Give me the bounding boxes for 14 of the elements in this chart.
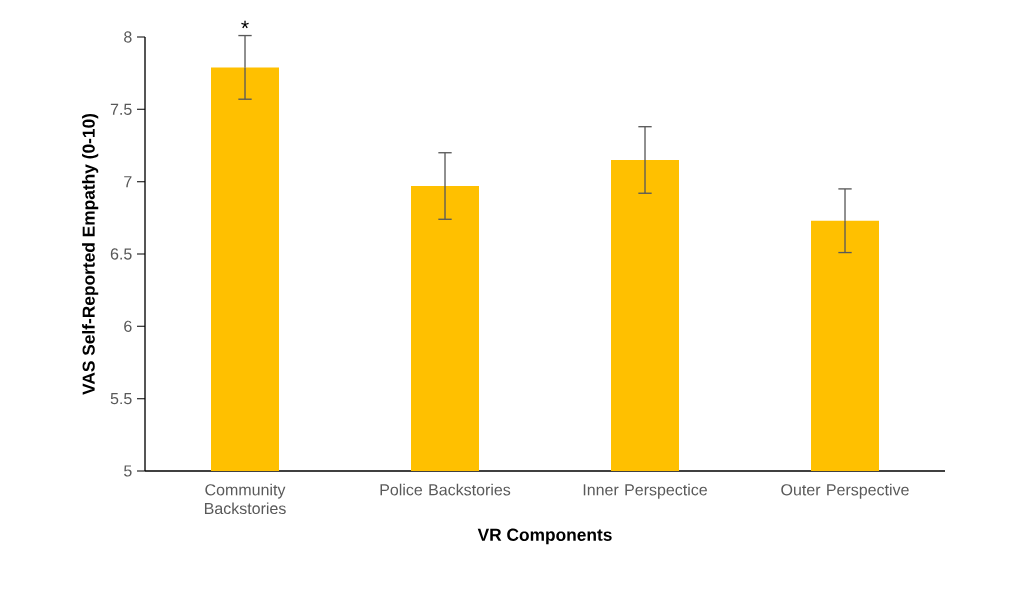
x-tick-label: Community Backstories xyxy=(204,483,286,515)
x-tick-label: Police Backstories xyxy=(380,483,511,496)
y-tick-label: 6 xyxy=(124,320,132,332)
y-axis-title: VAS Self-Reported Empathy (0-10) xyxy=(82,113,99,395)
y-tick-label: 5.5 xyxy=(110,393,132,405)
y-tick-label: 7 xyxy=(124,176,132,188)
y-tick-label: 5 xyxy=(124,465,132,477)
x-axis-title: VR Components xyxy=(477,528,612,545)
y-tick-label: 8 xyxy=(124,31,132,43)
x-tick-label: Outer Perspective xyxy=(781,483,909,499)
annotation: * xyxy=(241,20,249,29)
x-tick-label: Inner Perspectice xyxy=(583,483,707,499)
y-tick-label: 6.5 xyxy=(110,248,132,260)
y-tick-label: 7.5 xyxy=(110,103,132,115)
